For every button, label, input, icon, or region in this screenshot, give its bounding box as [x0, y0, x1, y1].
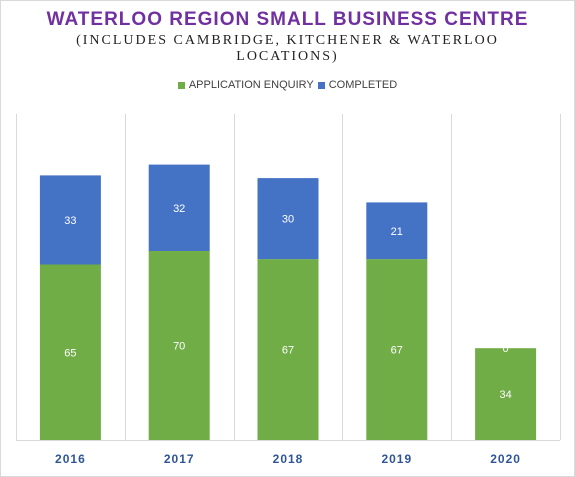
data-label-application-enquiry-2018: 67	[282, 345, 294, 357]
chart-legend: APPLICATION ENQUIRY COMPLETED	[0, 79, 575, 91]
x-tick-label-2019: 2019	[381, 452, 412, 466]
legend-item-application-enquiry: APPLICATION ENQUIRY	[177, 79, 314, 91]
legend-label-completed: COMPLETED	[328, 79, 398, 91]
bar-application-enquiry-2019	[366, 259, 428, 440]
x-tick-label-2016: 2016	[55, 452, 86, 466]
data-label-completed-2020: 0	[503, 343, 509, 355]
x-tick-label-2020: 2020	[490, 452, 521, 466]
bar-application-enquiry-2020	[475, 348, 537, 440]
legend-swatch-application-enquiry	[177, 81, 185, 89]
x-tick-label-2017: 2017	[164, 452, 195, 466]
data-label-application-enquiry-2017: 70	[173, 341, 185, 353]
bar-application-enquiry-2018	[257, 259, 319, 440]
bar-application-enquiry-2016	[39, 264, 101, 440]
chart-title: WATERLOO REGION SMALL BUSINESS CENTRE	[46, 9, 529, 30]
x-tick-label-2018: 2018	[273, 452, 304, 466]
bar-completed-2016	[39, 175, 101, 265]
bar-completed-2019	[366, 202, 428, 260]
data-label-completed-2016: 33	[64, 215, 76, 227]
bar-completed-2018	[257, 178, 319, 260]
bar-application-enquiry-2017	[148, 251, 210, 440]
chart-subtitle: (INCLUDES CAMBRIDGE, KITCHENER & WATERLO…	[76, 33, 499, 64]
data-label-application-enquiry-2019: 67	[391, 345, 403, 357]
legend-swatch-completed	[317, 81, 325, 89]
data-label-application-enquiry-2020: 34	[499, 389, 511, 401]
data-label-completed-2018: 30	[282, 214, 294, 226]
data-label-completed-2019: 21	[391, 226, 403, 238]
data-label-application-enquiry-2016: 65	[64, 347, 76, 359]
legend-label-application-enquiry: APPLICATION ENQUIRY	[188, 79, 314, 91]
data-label-completed-2017: 32	[173, 203, 185, 215]
legend-item-completed: COMPLETED	[317, 79, 398, 91]
bar-completed-2017	[148, 164, 210, 251]
